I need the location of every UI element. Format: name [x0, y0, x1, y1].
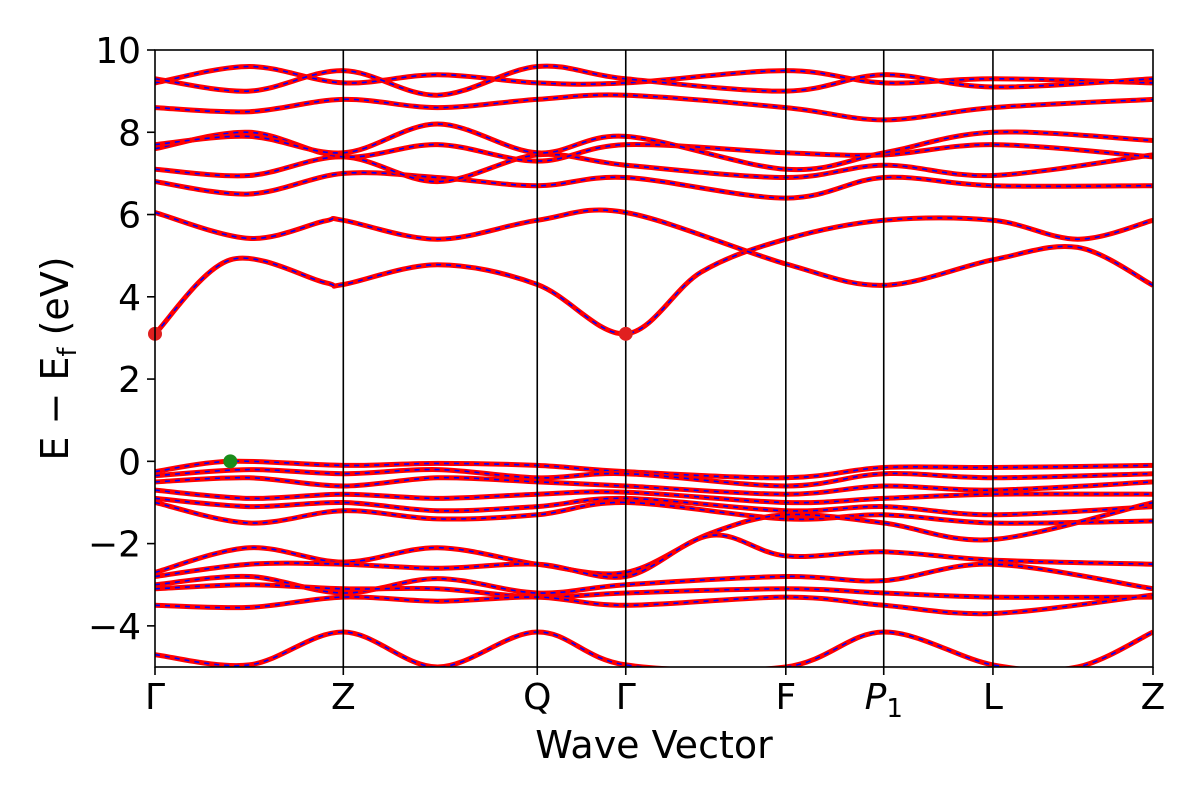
band-18-dashed [155, 583, 1153, 599]
y-tick-label-7: −4 [88, 607, 141, 648]
band-lines [155, 63, 1153, 667]
x-tick-label-5: P1 [865, 677, 903, 724]
x-axis-title: Wave Vector [535, 723, 773, 767]
band-0-dashed [155, 217, 1153, 335]
band-13-dashed [155, 497, 1153, 516]
x-tick-label-1: Z [331, 677, 356, 718]
y-tick-label-2: 6 [118, 196, 141, 237]
cbm-marker-1 [618, 326, 633, 341]
band-1 [155, 207, 1153, 288]
y-tick-label-3: 4 [118, 278, 141, 319]
band-8-dashed [155, 65, 1153, 97]
band-17-dashed [155, 563, 1153, 594]
band-15-dashed [155, 501, 1153, 575]
band-9-dashed [155, 460, 1153, 479]
band-7-dashed [155, 65, 1153, 86]
x-tick-label-6: L [983, 677, 1003, 718]
x-tick-label-0: Γ [145, 677, 165, 718]
y-axis-ticks: 10 8 6 4 2 0 −2 −4 [88, 31, 155, 648]
band-10-dashed [155, 468, 1153, 487]
band-14 [155, 499, 1153, 526]
y-axis-title: E − Ef (eV) [33, 256, 83, 460]
y-axis-title-main: E − E [33, 357, 77, 461]
band-18 [155, 582, 1153, 600]
x-tick-label-4: F [775, 677, 796, 718]
band-11-dashed [155, 476, 1153, 496]
y-tick-label-4: 2 [118, 360, 141, 401]
band-2 [155, 170, 1153, 201]
band-20-dashed [155, 631, 1153, 667]
band-5-dashed [155, 123, 1153, 171]
kpoint-vertical-lines [342, 50, 994, 667]
band-3-dashed [155, 153, 1153, 183]
x-axis-ticks: Γ Z Q Γ F P1 L Z [145, 667, 1165, 724]
vbm-marker-2 [223, 454, 238, 469]
band-6-dashed [155, 94, 1153, 121]
y-axis-title-unit: (eV) [33, 256, 77, 347]
x-tick-label-3: Γ [616, 677, 636, 718]
y-tick-label-0: 10 [95, 31, 141, 72]
band-19-dashed [155, 594, 1153, 615]
x-tick-label-2: Q [523, 677, 551, 718]
y-axis-title-subscript: f [53, 347, 83, 357]
band-12-dashed [155, 489, 1153, 504]
band-20 [155, 629, 1153, 667]
y-tick-label-5: 0 [118, 442, 141, 483]
y-tick-label-6: −2 [88, 525, 141, 566]
y-tick-label-1: 8 [118, 113, 141, 154]
band-16-dashed [155, 534, 1153, 579]
plot-frame [154, 49, 1154, 668]
x-tick-label-7: Z [1141, 677, 1166, 718]
extremum-markers [148, 326, 633, 469]
